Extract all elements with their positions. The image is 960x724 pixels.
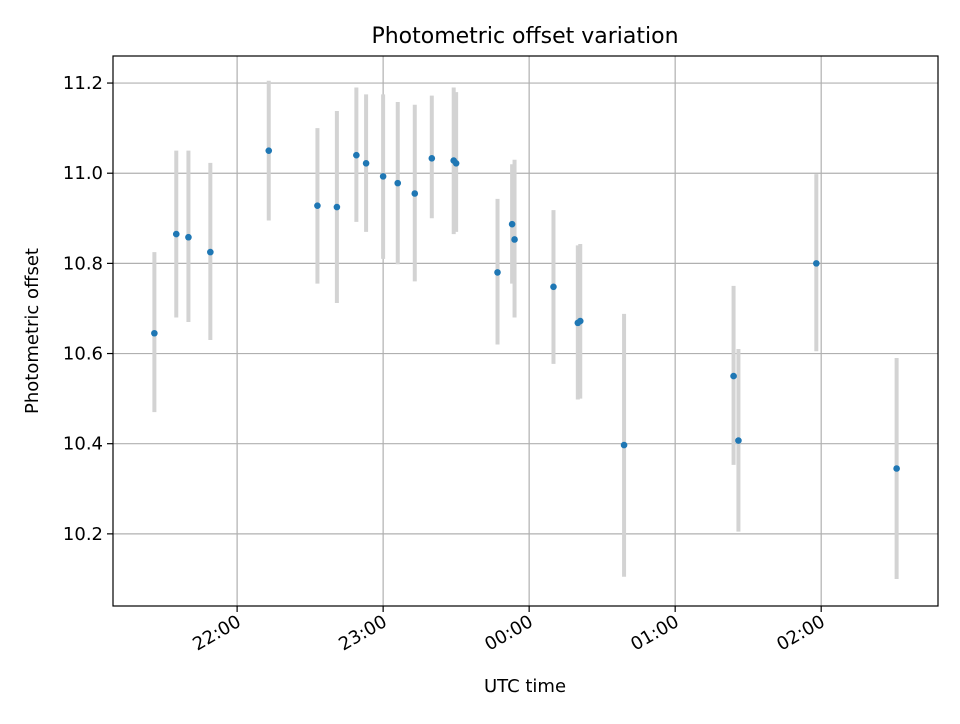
y-tick-label: 11.2: [63, 73, 103, 94]
data-point: [185, 233, 192, 241]
y-tick-label: 10.4: [63, 434, 103, 455]
data-point: [730, 372, 737, 380]
x-tick-label: 00:00: [481, 611, 536, 655]
error-bars: [152, 80, 899, 579]
data-point: [452, 159, 460, 167]
data-point: [333, 203, 341, 211]
y-tick-label: 10.6: [63, 344, 103, 365]
grid-lines: [113, 56, 938, 606]
x-tick-label: 02:00: [773, 611, 828, 655]
data-point: [893, 465, 900, 472]
y-tick-label: 10.8: [63, 253, 103, 274]
data-point: [550, 283, 557, 291]
data-point: [207, 248, 214, 256]
data-point: [151, 329, 158, 337]
data-point: [511, 236, 518, 243]
x-tick-label: 22:00: [189, 611, 244, 655]
data-point: [411, 190, 419, 197]
data-point: [735, 437, 742, 444]
data-point: [394, 179, 402, 187]
data-point: [813, 260, 820, 267]
x-axis-ticks: 22:00 23:00 00:00 01:00 02:00: [189, 606, 829, 655]
plot-area-frame: [112, 55, 939, 607]
data-point: [353, 151, 360, 159]
y-axis-label: Photometric offset: [22, 248, 43, 414]
x-tick-label: 23:00: [335, 611, 390, 655]
data-point: [576, 317, 584, 325]
x-tick-label: 01:00: [627, 611, 682, 655]
data-point: [172, 230, 180, 238]
chart-title: Photometric offset variation: [371, 24, 678, 49]
data-point: [314, 202, 321, 209]
data-point: [362, 159, 370, 167]
y-tick-label: 11.0: [63, 163, 103, 184]
data-point: [379, 173, 387, 180]
y-axis-ticks: 10.2 10.4 10.6 10.8 11.0 11.2: [63, 73, 113, 545]
data-point: [494, 269, 501, 276]
data-point: [620, 441, 628, 449]
y-tick-label: 10.2: [63, 524, 103, 545]
x-axis-label: UTC time: [484, 676, 566, 697]
data-point: [428, 155, 436, 162]
data-point: [265, 147, 273, 154]
data-points: [151, 147, 900, 472]
data-point: [508, 220, 516, 228]
